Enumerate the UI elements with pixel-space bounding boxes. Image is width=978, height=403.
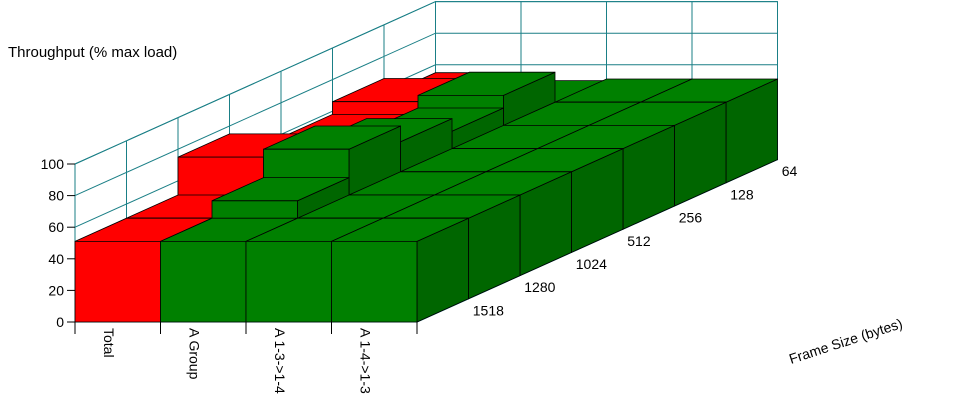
bar-front	[74, 240, 161, 323]
bar-front	[331, 240, 418, 323]
frame-size-label: 1024	[576, 256, 607, 272]
y-tick-label: 40	[48, 251, 64, 267]
category-label: A 1-4->1-3	[357, 328, 373, 394]
y-tick-label: 60	[48, 219, 64, 235]
frame-size-axis-title: Frame Size (bytes)	[787, 315, 904, 367]
frame-size-label: 128	[730, 186, 754, 202]
bar-front	[245, 240, 332, 323]
y-tick-label: 20	[48, 282, 64, 298]
category-label: A Group	[186, 328, 202, 380]
frame-size-label: 512	[627, 233, 651, 249]
y-tick-label: 100	[41, 156, 65, 172]
bar-group	[74, 71, 778, 323]
y-axis-title: Throughput (% max load)	[8, 44, 177, 61]
frame-size-label: 1280	[524, 279, 555, 295]
bar	[331, 217, 469, 323]
y-tick-label: 0	[56, 314, 64, 330]
frame-size-label: 256	[679, 210, 703, 226]
y-tick-label: 80	[48, 188, 64, 204]
frame-size-label: 1518	[473, 302, 504, 318]
bar-front	[160, 240, 247, 323]
frame-size-label: 64	[782, 163, 798, 179]
category-label: Total	[101, 328, 117, 358]
category-label: A 1-3->1-4	[272, 328, 288, 394]
